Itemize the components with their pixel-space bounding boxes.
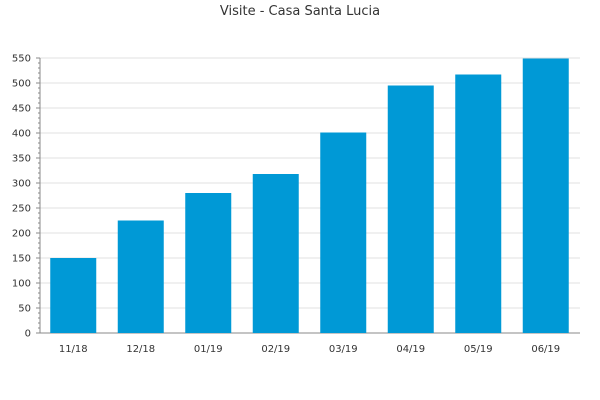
bar — [185, 193, 232, 333]
y-tick-label: 150 — [12, 254, 31, 265]
y-tick-label: 0 — [25, 329, 31, 340]
y-tick-label: 350 — [12, 154, 31, 165]
y-tick-label: 450 — [12, 104, 31, 115]
y-tick-label: 500 — [12, 79, 31, 90]
x-tick-label: 04/19 — [396, 344, 425, 355]
bar — [455, 74, 502, 333]
chart-title: Visite - Casa Santa Lucia — [219, 4, 381, 19]
y-tick-label: 550 — [12, 54, 31, 65]
bar — [387, 85, 434, 333]
x-tick-label: 06/19 — [531, 344, 560, 355]
x-tick-label: 05/19 — [464, 344, 493, 355]
y-tick-label: 400 — [12, 129, 31, 140]
y-tick-label: 200 — [12, 229, 31, 240]
bar — [50, 258, 97, 333]
x-tick-label: 03/19 — [329, 344, 358, 355]
x-tick-label: 12/18 — [126, 344, 155, 355]
bar — [117, 220, 164, 333]
y-tick-label: 100 — [12, 279, 31, 290]
x-tick-label: 11/18 — [59, 344, 88, 355]
bar — [522, 58, 569, 333]
x-tick-label: 01/19 — [194, 344, 223, 355]
y-tick-label: 250 — [12, 204, 31, 215]
y-tick-label: 50 — [18, 304, 31, 315]
bar — [320, 132, 367, 333]
bar — [252, 174, 299, 333]
y-tick-label: 300 — [12, 179, 31, 190]
x-tick-label: 02/19 — [261, 344, 290, 355]
